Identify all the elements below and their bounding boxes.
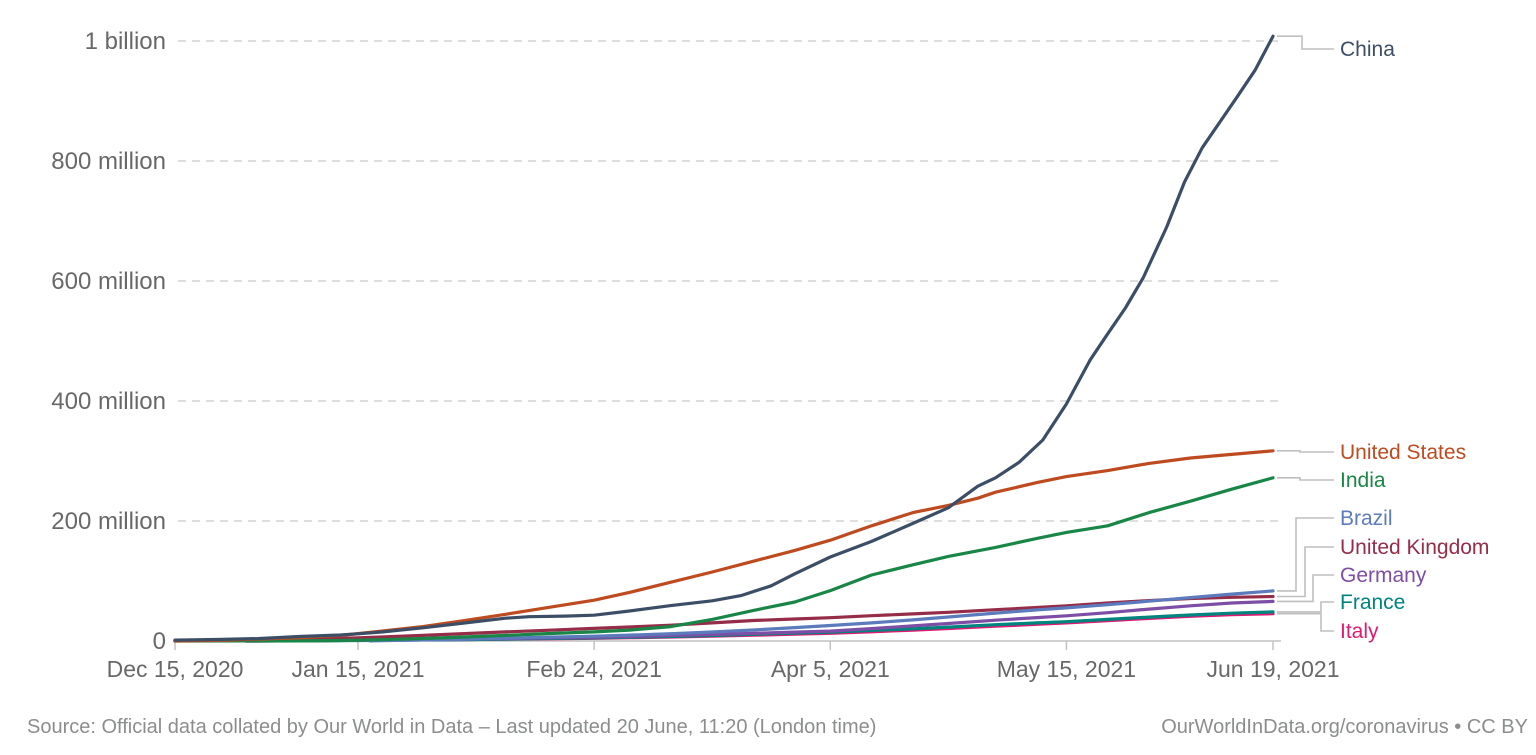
label-connector bbox=[1277, 574, 1334, 603]
series-label-brazil[interactable]: Brazil bbox=[1340, 507, 1393, 530]
series-label-united-states[interactable]: United States bbox=[1340, 441, 1466, 464]
y-axis-tick-label: 1 billion bbox=[85, 28, 166, 55]
series-label-china[interactable]: China bbox=[1340, 38, 1395, 61]
series-labels-group: China United States India Brazil United King… bbox=[1340, 38, 1489, 643]
y-axis-tick-label: 0 bbox=[153, 628, 166, 655]
series-label-germany[interactable]: Germany bbox=[1340, 564, 1427, 587]
label-connector bbox=[1277, 612, 1334, 632]
x-axis-tick-label: May 15, 2021 bbox=[997, 656, 1136, 682]
owid-watermark-link[interactable]: OurWorldInData.org/coronavirus • CC BY bbox=[1161, 716, 1528, 738]
x-axis-tick-label: Feb 24, 2021 bbox=[526, 656, 662, 682]
label-connector bbox=[1277, 35, 1334, 50]
y-axis-tick-label: 600 million bbox=[51, 268, 166, 295]
x-axis-tick-label: Jan 15, 2021 bbox=[291, 656, 424, 682]
source-note: Source: Official data collated by Our Wo… bbox=[27, 716, 877, 738]
x-axis-tick-label: Apr 5, 2021 bbox=[771, 656, 890, 682]
gridlines-group bbox=[178, 40, 1283, 522]
series-line-india[interactable] bbox=[173, 476, 1275, 643]
label-connectors-group bbox=[1277, 35, 1334, 632]
series-label-france[interactable]: France bbox=[1340, 591, 1405, 614]
y-axis-labels-group: 0 200 million 400 million 600 million 800 mi… bbox=[51, 28, 166, 655]
series-line-united-kingdom[interactable] bbox=[173, 594, 1275, 643]
chart-footer: Source: Official data collated by Our Wo… bbox=[0, 714, 1536, 740]
series-line-china[interactable] bbox=[173, 34, 1275, 642]
series-label-india[interactable]: India bbox=[1340, 469, 1386, 492]
x-axis-tick-label: Jun 19, 2021 bbox=[1206, 656, 1339, 682]
y-axis-tick-label: 200 million bbox=[51, 508, 166, 535]
series-label-united-kingdom[interactable]: United Kingdom bbox=[1340, 536, 1489, 559]
y-axis-tick-label: 800 million bbox=[51, 148, 166, 175]
chart-canvas: 0 200 million 400 million 600 million 800 mi… bbox=[51, 28, 1489, 682]
series-lines-group bbox=[173, 34, 1275, 643]
label-connector bbox=[1277, 546, 1334, 598]
label-connector bbox=[1277, 449, 1334, 453]
label-connector bbox=[1277, 476, 1334, 481]
label-connector bbox=[1277, 517, 1334, 592]
y-axis-tick-label: 400 million bbox=[51, 388, 166, 415]
series-label-italy[interactable]: Italy bbox=[1340, 620, 1379, 643]
x-axis-tick-label: Dec 15, 2020 bbox=[107, 656, 244, 682]
x-axis-group: Dec 15, 2020 Jan 15, 2021 Feb 24, 2021 Apr … bbox=[107, 640, 1340, 682]
label-connector bbox=[1277, 601, 1334, 613]
series-line-brazil[interactable] bbox=[368, 589, 1275, 643]
